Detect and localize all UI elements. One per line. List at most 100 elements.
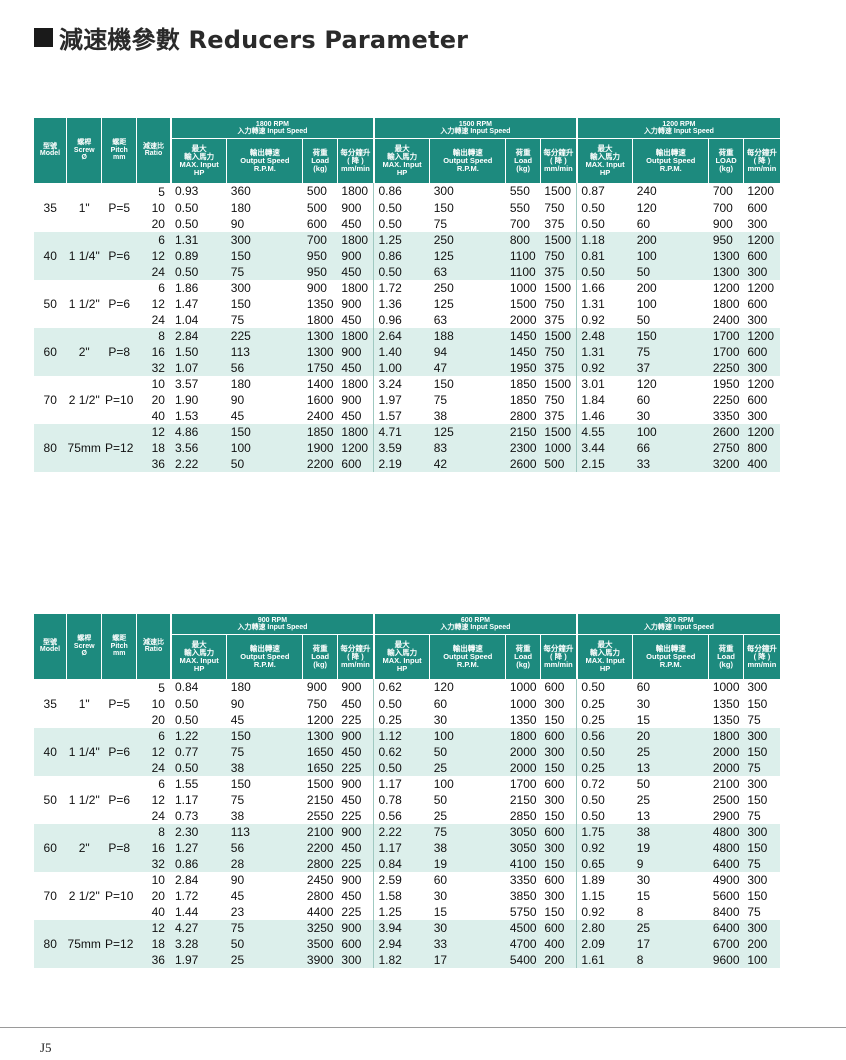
empty-cell — [34, 359, 67, 376]
max-hp-cell: 1.97 — [170, 951, 227, 968]
output-speed-cell: 75 — [429, 391, 506, 408]
load-cell: 3850 — [505, 887, 541, 904]
output-speed-cell: 45 — [226, 711, 303, 728]
model-header: 型號 Model — [34, 118, 67, 184]
max-hp-header: 最大 輸入馬力 MAX. Input HP — [576, 138, 634, 183]
load-header-line: (kg) — [719, 659, 733, 669]
ratio-cell: 6 — [136, 727, 171, 744]
ratio-cell: 36 — [136, 455, 171, 472]
output-speed-header-line: R.P.M. — [659, 659, 682, 669]
mm-min-header-line: 每分鐘升 — [543, 644, 574, 654]
output-speed-header: 輸出轉速 Output Speed R.P.M. — [226, 138, 304, 183]
empty-cell — [101, 775, 137, 792]
output-speed-header-line: R.P.M. — [253, 163, 276, 173]
empty-cell — [34, 711, 67, 728]
max-hp-cell: 4.27 — [170, 919, 227, 936]
load-cell: 950 — [302, 263, 338, 280]
output-speed-header-line: 輸出轉速 — [655, 644, 686, 654]
max-hp-header-line: HP — [599, 167, 611, 177]
max-hp-header-line: 最大 — [394, 144, 410, 154]
load-header-line: (kg) — [313, 659, 328, 669]
load-cell: 1900 — [302, 439, 338, 456]
output-speed-cell: 120 — [632, 199, 709, 216]
pitch-cell: P=5 — [101, 695, 137, 712]
output-speed-cell: 125 — [429, 423, 506, 440]
ratio-cell: 40 — [136, 407, 171, 424]
table-row: 40 1 1/4" P=6 12 0.89 150 950 900 0.86 125 1100 750… — [34, 247, 780, 264]
empty-cell — [66, 263, 102, 280]
mm-min-cell: 150 — [540, 711, 578, 728]
mm-min-cell: 450 — [337, 695, 375, 712]
max-hp-cell: 0.50 — [576, 215, 633, 232]
load-cell: 5750 — [505, 903, 541, 920]
mm-min-cell: 750 — [540, 295, 578, 312]
rpm-group-header: 300 RPM 入力轉速 Input Speed — [576, 614, 780, 635]
max-hp-header-line: MAX. Input — [179, 656, 219, 665]
max-hp-cell: 1.58 — [373, 887, 430, 904]
mm-min-cell: 225 — [337, 759, 375, 776]
output-speed-cell: 200 — [632, 231, 709, 248]
output-speed-cell: 125 — [429, 247, 506, 264]
mm-min-cell: 300 — [743, 359, 780, 376]
load-cell: 900 — [302, 679, 338, 696]
mm-min-cell: 150 — [743, 887, 780, 904]
empty-cell — [34, 823, 67, 840]
pitch-header-line: mm — [113, 153, 126, 161]
max-hp-cell: 0.50 — [373, 199, 430, 216]
max-hp-cell: 3.24 — [373, 375, 430, 392]
load-cell: 2600 — [505, 455, 541, 472]
max-hp-cell: 1.72 — [170, 887, 227, 904]
load-cell: 4500 — [505, 919, 541, 936]
output-speed-cell: 33 — [632, 455, 709, 472]
load-cell: 3900 — [302, 951, 338, 968]
empty-cell — [101, 327, 137, 344]
max-hp-cell: 2.84 — [170, 327, 227, 344]
ratio-cell: 10 — [136, 199, 171, 216]
mm-min-cell: 375 — [540, 215, 578, 232]
mm-min-cell: 300 — [743, 263, 780, 280]
load-cell: 4900 — [708, 871, 744, 888]
table-row: 8 2.30 113 2100 900 2.22 75 3050 600 1.75 38 4800 30… — [34, 823, 780, 840]
load-cell: 2400 — [708, 311, 744, 328]
pitch-cell: P=12 — [101, 935, 137, 952]
output-speed-cell: 25 — [632, 919, 709, 936]
load-header-line: 荷重 — [312, 148, 328, 158]
mm-min-header-line: ( 降 ) — [347, 156, 364, 166]
screw-cell: 1 1/2" — [66, 791, 102, 808]
load-cell: 1700 — [505, 775, 541, 792]
screw-cell: 1 1/4" — [66, 743, 102, 760]
output-speed-cell: 90 — [226, 871, 303, 888]
mm-min-cell: 1800 — [337, 231, 375, 248]
ratio-cell: 6 — [136, 279, 171, 296]
load-cell: 500 — [302, 199, 338, 216]
load-cell: 2900 — [708, 807, 744, 824]
max-hp-cell: 0.50 — [170, 263, 227, 280]
load-cell: 700 — [708, 183, 744, 200]
output-speed-header: 輸出轉速 Output Speed R.P.M. — [632, 138, 710, 183]
max-hp-cell: 1.89 — [576, 871, 633, 888]
output-speed-header-line: Output Speed — [646, 156, 696, 166]
mm-min-cell: 1200 — [743, 231, 780, 248]
max-hp-header-line: 輸入馬力 — [387, 648, 418, 658]
empty-cell — [101, 951, 137, 968]
empty-cell — [101, 215, 137, 232]
max-hp-cell: 0.86 — [170, 855, 227, 872]
load-cell: 2100 — [302, 823, 338, 840]
mm-min-cell: 1800 — [337, 279, 375, 296]
output-speed-cell: 30 — [429, 711, 506, 728]
max-hp-header-line: 最大 — [597, 144, 613, 154]
output-speed-cell: 300 — [226, 231, 303, 248]
load-cell: 1800 — [708, 727, 744, 744]
load-cell: 750 — [302, 695, 338, 712]
max-hp-cell: 1.31 — [576, 343, 633, 360]
pitch-header: 螺距 Pitch mm — [101, 118, 137, 184]
empty-cell — [34, 855, 67, 872]
mm-min-cell: 1200 — [743, 327, 780, 344]
max-hp-header-line: MAX. Input — [585, 160, 625, 169]
output-speed-cell: 17 — [632, 935, 709, 952]
ratio-cell: 16 — [136, 839, 171, 856]
load-cell: 1800 — [708, 295, 744, 312]
output-speed-cell: 75 — [226, 311, 303, 328]
max-hp-cell: 3.94 — [373, 919, 430, 936]
max-hp-cell: 0.86 — [373, 183, 430, 200]
